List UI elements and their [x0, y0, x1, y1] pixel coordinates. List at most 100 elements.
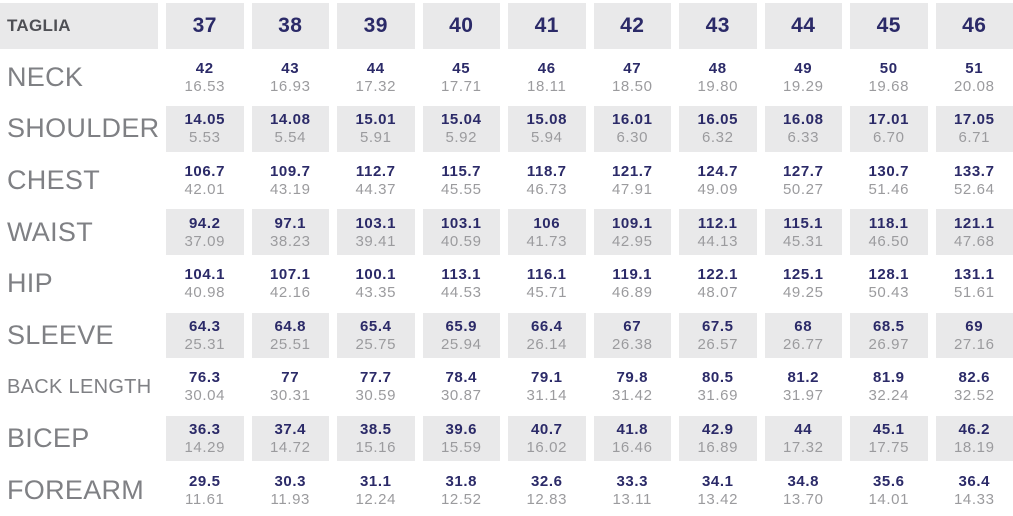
cm-value: 68.5: [872, 317, 905, 335]
inch-value: 30.31: [269, 387, 311, 405]
inch-value: 44.13: [697, 232, 739, 250]
inch-value: 47.68: [953, 232, 995, 250]
cm-value: 125.1: [782, 266, 824, 284]
size-column-header-37: 37: [166, 3, 244, 49]
inch-value: 42.16: [269, 284, 311, 302]
inch-value: 39.41: [355, 232, 397, 250]
size-column-header-38: 38: [251, 3, 329, 49]
measurement-cell: 36.3 14.29: [166, 415, 244, 462]
measurement-cell: 37.4 14.72: [251, 415, 329, 462]
header-row: TAGLIA 37 38 39 40 41 42 43 44 45 46: [0, 0, 1013, 52]
cm-value: 15.04: [440, 111, 482, 129]
measurement-cell: 67 26.38: [593, 312, 671, 359]
cm-value: 119.1: [612, 266, 653, 284]
cm-value: 14.08: [269, 111, 311, 129]
inch-value: 6.32: [701, 129, 734, 147]
measurement-cell: 131.1 51.61: [936, 261, 1013, 307]
row-label: SLEEVE: [7, 319, 114, 350]
cm-value: 51: [965, 59, 984, 77]
measurement-cell: 30.3 11.93: [252, 467, 330, 513]
inch-value: 51.46: [868, 181, 910, 199]
cm-value: 131.1: [953, 266, 995, 284]
inch-value: 26.38: [611, 335, 653, 353]
inch-value: 5.53: [188, 129, 221, 147]
inch-value: 25.51: [269, 335, 311, 353]
measurement-cell: 100.1 43.35: [337, 261, 415, 307]
inch-value: 30.87: [440, 387, 482, 405]
measurement-cell: 115.1 45.31: [764, 209, 842, 255]
measurement-cell: 36.4 14.33: [936, 467, 1013, 513]
cm-value: 42.9: [701, 421, 734, 439]
measurement-cell: 122.1 48.07: [679, 261, 757, 307]
measurement-cell: 44 17.32: [337, 55, 415, 101]
inch-value: 26.77: [782, 335, 824, 353]
measurement-cell: 77 30.31: [252, 364, 330, 410]
measurement-cell: 44 17.32: [764, 415, 842, 462]
measurement-cell: 77.7 30.59: [337, 364, 415, 410]
inch-value: 46.89: [611, 284, 653, 302]
cm-value: 44: [794, 421, 813, 439]
inch-value: 43.35: [355, 284, 397, 302]
measurement-cell: 35.6 14.01: [850, 467, 928, 513]
cm-value: 113.1: [441, 266, 482, 284]
inch-value: 49.25: [782, 284, 824, 302]
inch-value: 19.80: [697, 77, 739, 95]
inch-value: 27.16: [953, 335, 995, 353]
row-label: HIP: [7, 268, 53, 299]
measurement-cell: 43 16.93: [252, 55, 330, 101]
cm-value: 124.7: [697, 163, 739, 181]
size-column-header-44: 44: [764, 3, 842, 49]
inch-value: 31.97: [782, 387, 824, 405]
measurement-cell: 15.01 5.91: [337, 106, 415, 152]
inch-value: 26.57: [697, 335, 739, 353]
inch-value: 17.75: [868, 439, 910, 457]
cm-value: 46.2: [958, 421, 991, 439]
table-row: NECK 42 16.53 43 16.93 44 17.32 45 17.71 46 18.11 4…: [0, 52, 1013, 104]
cm-value: 17.01: [868, 111, 910, 129]
cm-value: 77.7: [359, 369, 392, 387]
cm-value: 116.1: [526, 266, 567, 284]
measurement-cell: 82.6 32.52: [936, 364, 1013, 410]
measurement-cell: 16.08 6.33: [764, 106, 842, 152]
measurement-cell: 103.1 39.41: [337, 209, 415, 255]
cm-value: 16.08: [782, 111, 824, 129]
cm-value: 48: [708, 59, 727, 77]
inch-value: 13.42: [697, 490, 739, 508]
measurement-cell: 68 26.77: [764, 312, 842, 359]
inch-value: 5.92: [445, 129, 478, 147]
cm-value: 103.1: [440, 214, 482, 232]
measurement-cell: 48 19.80: [679, 55, 757, 101]
cm-value: 103.1: [355, 214, 397, 232]
inch-value: 6.71: [958, 129, 991, 147]
measurement-cell: 49 19.29: [765, 55, 843, 101]
measurement-cell: 46 18.11: [508, 55, 586, 101]
inch-value: 16.46: [611, 439, 653, 457]
cm-value: 31.1: [359, 472, 392, 490]
inch-value: 13.70: [782, 490, 824, 508]
cm-value: 109.7: [269, 163, 311, 181]
measurement-cell: 97.1 38.23: [251, 209, 329, 255]
measurement-cell: 46.2 18.19: [935, 415, 1013, 462]
inch-value: 32.52: [953, 387, 995, 405]
measurement-cell: 69 27.16: [935, 312, 1013, 359]
inch-value: 37.09: [184, 232, 226, 250]
inch-value: 50.43: [868, 284, 910, 302]
inch-value: 11.93: [270, 490, 310, 508]
cm-value: 81.9: [872, 369, 905, 387]
cm-value: 121.1: [953, 214, 995, 232]
inch-value: 19.68: [868, 77, 910, 95]
measurement-cell: 38.5 15.16: [337, 415, 415, 462]
inch-value: 16.89: [697, 439, 739, 457]
cm-value: 130.7: [868, 163, 910, 181]
table-row: BICEP 36.3 14.29 37.4 14.72 38.5 15.16 39.6 15.5…: [0, 413, 1013, 465]
measurement-cell: 34.8 13.70: [765, 467, 843, 513]
table-row: HIP 104.1 40.98 107.1 42.16 100.1 43.35 113.1 44…: [0, 258, 1013, 310]
cm-value: 49: [794, 59, 813, 77]
inch-value: 45.71: [526, 284, 568, 302]
inch-value: 16.53: [184, 77, 226, 95]
cm-value: 81.2: [787, 369, 820, 387]
inch-value: 6.70: [872, 129, 905, 147]
row-label: NECK: [7, 61, 84, 92]
inch-value: 12.52: [440, 490, 482, 508]
